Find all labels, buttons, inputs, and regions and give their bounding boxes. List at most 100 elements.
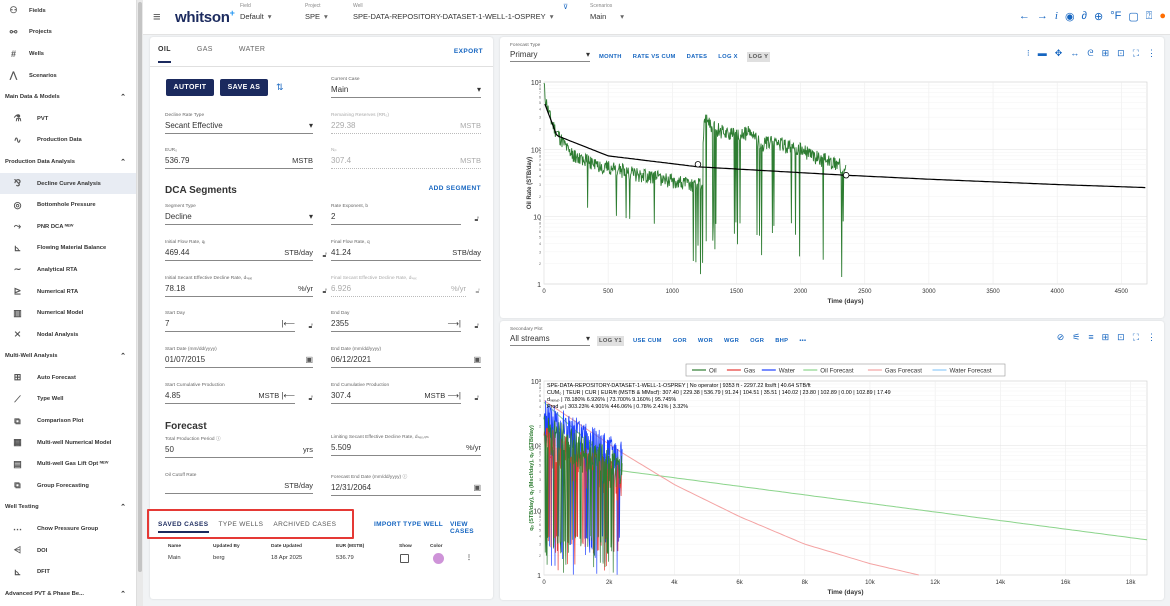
sidebar-item-projects[interactable]: ⚯ Projects <box>0 22 136 44</box>
table-icon[interactable]: ⊞ <box>1101 332 1110 342</box>
units-icon[interactable]: °F <box>1110 10 1122 22</box>
grid-icon[interactable]: ⊡ <box>1117 332 1125 342</box>
row-menu-icon[interactable]: ⋮ <box>466 555 472 561</box>
sidebar-item-type-well[interactable]: ⟋ Type Well <box>0 389 136 411</box>
show-checkbox[interactable] <box>400 554 409 563</box>
tab-archived-cases[interactable]: ARCHIVED CASES <box>273 521 337 528</box>
sidebar-item-analytical-rta[interactable]: ∼ Analytical RTA <box>0 259 136 281</box>
split-icon[interactable]: ⚟ <box>1072 332 1081 342</box>
sidebar-section-well-testing[interactable]: Well Testing ⌃ <box>0 497 136 519</box>
sidebar-item-group-forecasting[interactable]: ⧉ Group Forecasting <box>0 475 136 497</box>
github-icon[interactable]: ◉ <box>1064 11 1075 23</box>
all-streams-chart[interactable]: 0 2k 4k 6k 8k 10k 12k 14k 16k 18k2345678923456789… <box>500 321 1164 600</box>
color-swatch[interactable] <box>433 553 444 564</box>
project-select[interactable]: Project SPE ▾ <box>305 3 328 21</box>
save-icon[interactable]: ▬ <box>1037 48 1047 58</box>
lasso-icon[interactable]: ᘓ <box>1087 48 1094 58</box>
tab-gas[interactable]: GAS <box>196 46 213 53</box>
total-production-period-field[interactable]: Total Production Period ⓘ 50 yrs <box>165 435 313 458</box>
lock-icon[interactable]: 🔓︎ <box>474 216 479 223</box>
forecast-end-date-field[interactable]: Forecast End Date (mm/dd/yyyy) ⓘ 12/31/2… <box>331 473 481 496</box>
back-arrow-icon[interactable]: ← <box>1018 10 1030 22</box>
start-date-field[interactable]: Start Date (mm/dd/yyyy) 01/07/2015 ▣ <box>165 347 313 368</box>
start-cumulative-field[interactable]: Start Cumulative Production 4.85 MSTB |⟵ … <box>165 383 313 404</box>
sidebar-item-numerical-model[interactable]: ▥ Numerical Model <box>0 302 136 324</box>
import-type-well-button[interactable]: IMPORT TYPE WELL <box>374 521 444 528</box>
gor-button[interactable]: GOR <box>672 338 687 344</box>
sidebar-section-main-data-models[interactable]: Main Data & Models ⌃ <box>0 86 136 108</box>
oil-cutoff-rate-field[interactable]: Oil Cutoff Rate STB/day <box>165 473 313 494</box>
eur-field[interactable]: EUR₀ 536.79 MSTB <box>165 148 313 169</box>
lock-icon[interactable]: 🔓︎ <box>308 323 313 330</box>
end-date-field[interactable]: End Date (mm/dd/yyyy) 06/12/2021 ▣ <box>331 347 481 368</box>
sidebar-item-chow-pressure-group[interactable]: ⋯ Chow Pressure Group <box>0 518 136 540</box>
initial-flow-rate-field[interactable]: Initial Flow Rate, qᵢ 469.44 STB/day 🔓︎ <box>165 240 327 261</box>
initial-decline-rate-field[interactable]: Initial Secant Effective Decline Rate, d… <box>165 276 327 297</box>
oil-rate-chart[interactable]: 0 500 1000 1500 2000 2500 3000 3500 4000 4500 2 3 4 5… <box>500 37 1164 318</box>
sidebar-scrollbar[interactable] <box>137 0 143 606</box>
sidebar-item-flowing-material-balance[interactable]: ⊾ Flowing Material Balance <box>0 238 136 260</box>
forward-arrow-icon[interactable]: → <box>1036 10 1048 22</box>
sidebar-item-nodal-analysis[interactable]: ⨯ Nodal Analysis <box>0 324 136 346</box>
rate-exponent-field[interactable]: Rate Exponent, b 2 🔓︎ <box>331 204 481 225</box>
sidebar-item-numerical-rta[interactable]: ⊵ Numerical RTA <box>0 281 136 303</box>
more-vert-icon[interactable]: ⁝ <box>1026 48 1030 58</box>
start-day-field[interactable]: Start Day 7 |⟵ 🔓︎ <box>165 311 313 332</box>
end-day-field[interactable]: End Day 2355 ⟶| 🔓︎ <box>331 311 479 332</box>
filter-lines-icon[interactable]: ≡ <box>1088 332 1094 342</box>
final-flow-rate-field[interactable]: Final Flow Rate, q 41.24 STB/day <box>331 240 481 261</box>
align-left-icon[interactable]: |⟵ <box>281 391 295 400</box>
user-avatar-icon[interactable]: ● <box>1159 10 1166 22</box>
well-select[interactable]: Well SPE-DATA-REPOSITORY-DATASET-1-WELL-… <box>353 3 553 21</box>
tab-oil[interactable]: OIL <box>158 46 171 63</box>
align-left-icon[interactable]: |⟵ <box>281 319 295 328</box>
add-segment-button[interactable]: ADD SEGMENT <box>428 185 481 192</box>
sidebar-item-pvt[interactable]: ⚗ PVT <box>0 108 136 130</box>
fullscreen-icon[interactable]: ⛶ <box>1132 48 1139 58</box>
align-right-icon[interactable]: ⟶| <box>447 391 461 400</box>
sidebar-item-scenarios[interactable]: ⋀ Scenarios <box>0 65 136 87</box>
wor-button[interactable]: WOR <box>697 338 713 344</box>
calendar-icon[interactable]: ▣ <box>473 355 481 364</box>
sidebar-item-fields[interactable]: ⚇ Fields <box>0 0 136 22</box>
whitson-logo[interactable]: whitson+ <box>175 8 235 26</box>
sidebar-item-comparison-plot[interactable]: ⧉ Comparison Plot <box>0 410 136 432</box>
view-cases-button[interactable]: VIEW CASES <box>450 521 474 535</box>
tab-saved-cases[interactable]: SAVED CASES <box>158 521 209 533</box>
tab-water[interactable]: WATER <box>238 46 266 53</box>
sidebar-section-advanced-pvt-phase-be[interactable]: Advanced PVT & Phase Be... ⌃ <box>0 583 136 605</box>
help-icon[interactable]: ⍰ <box>1145 10 1153 22</box>
lock-icon[interactable]: 🔓︎ <box>322 288 327 295</box>
help-circle-icon[interactable]: ⊕ <box>1093 11 1104 23</box>
log-y-button[interactable]: LOG Y <box>746 52 771 62</box>
sidebar-item-production-data[interactable]: ∿ Production Data <box>0 130 136 152</box>
menu-dots-icon[interactable]: ⋮ <box>1147 332 1156 342</box>
sidebar-item-doi[interactable]: ⩤ DOI <box>0 540 136 562</box>
zoom-x-icon[interactable]: ↔ <box>1070 48 1080 58</box>
align-right-icon[interactable]: ⟶| <box>447 319 461 328</box>
sidebar-item-multi-well-gas-lift-opt[interactable]: ▤ Multi-well Gas Lift Opt ᴺᴱᵂ <box>0 453 136 475</box>
sidebar-item-bottomhole-pressure[interactable]: ◎ Bottomhole Pressure <box>0 194 136 216</box>
limiting-decline-field[interactable]: Limiting Secant Effective Decline Rate, … <box>331 435 481 456</box>
end-cumulative-field[interactable]: End Cumulative Production 307.4 MSTB ⟶| 🔓… <box>331 383 479 404</box>
link-icon[interactable]: ∂ <box>1081 10 1087 22</box>
calendar-icon[interactable]: ▣ <box>305 355 313 364</box>
save-as-button[interactable]: SAVE AS <box>220 79 268 96</box>
sidebar-item-dfit[interactable]: ⊾ DFIT <box>0 561 136 583</box>
fullscreen-icon[interactable]: ⛶ <box>1132 332 1139 342</box>
grid-icon[interactable]: ⊡ <box>1117 48 1125 58</box>
sidebar-scrollbar-thumb[interactable] <box>138 2 142 572</box>
rate-vs-cum-button[interactable]: RATE VS CUM <box>632 54 676 60</box>
filter-icon[interactable]: ⊽ <box>563 4 569 11</box>
sidebar-section-production-data-analysis[interactable]: Production Data Analysis ⌃ <box>0 151 136 173</box>
sidebar-item-pnr-dca[interactable]: ⤳ PNR DCA ᴺᴱᵂ <box>0 216 136 238</box>
menu-dots-icon[interactable]: ⋮ <box>1147 48 1156 58</box>
sort-icon[interactable]: ⇅ <box>276 82 284 92</box>
scenarios-select[interactable]: Scenarios Main ▾ <box>590 3 624 21</box>
current-case-select[interactable]: Current Case Main ▾ <box>331 77 481 98</box>
field-select[interactable]: Field Default ▾ <box>240 3 272 21</box>
sidebar-item-decline-curve-analysis[interactable]: ⅋ Decline Curve Analysis <box>0 172 136 195</box>
calendar-icon[interactable]: ▣ <box>473 483 481 492</box>
wgr-button[interactable]: WGR <box>724 338 740 344</box>
sidebar-item-auto-forecast[interactable]: ⊞ Auto Forecast <box>0 367 136 389</box>
